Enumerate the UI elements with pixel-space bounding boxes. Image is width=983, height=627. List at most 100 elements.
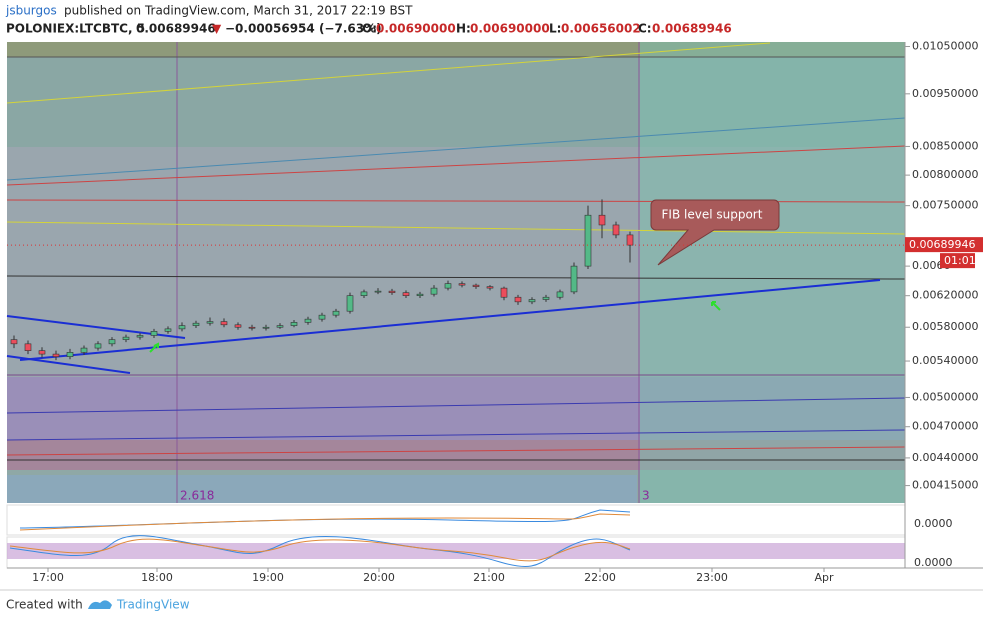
candle-body xyxy=(24,343,32,351)
candle-body xyxy=(430,287,438,295)
fib-label: 3 xyxy=(642,489,650,503)
candle-body xyxy=(248,326,256,329)
fan-line xyxy=(6,117,906,181)
countdown-text: 01:01 xyxy=(944,254,976,267)
fib-label: 2.618 xyxy=(180,489,214,503)
candle-body xyxy=(220,321,228,326)
brand[interactable]: TradingView xyxy=(116,598,190,612)
x-tick-label: 21:00 xyxy=(473,571,505,584)
symbol: POLONIEX:LTCBTC, 5 xyxy=(6,22,145,36)
callout-text: FIB level support xyxy=(662,208,763,222)
candle-body xyxy=(318,314,326,320)
stoch-d xyxy=(9,538,631,562)
candle-body xyxy=(136,335,144,338)
candle-body xyxy=(10,339,18,345)
candle-body xyxy=(374,290,382,293)
candle-body xyxy=(122,336,130,340)
y-tick-label: 0.00440000 xyxy=(912,451,978,464)
candle-body xyxy=(192,322,200,326)
candle-body xyxy=(626,234,634,246)
candle-body xyxy=(444,283,452,289)
fan-line xyxy=(6,397,906,414)
h-value: 0.00690000 xyxy=(470,22,550,36)
y-tick-label: 0.00620000 xyxy=(912,289,978,302)
change: −0.00056954 (−7.63%) xyxy=(225,22,382,36)
candle-body xyxy=(150,331,158,336)
x-tick-label: 17:00 xyxy=(32,571,64,584)
fan-line xyxy=(6,429,906,441)
footer-text: Created with xyxy=(6,598,83,612)
candle-body xyxy=(612,224,620,236)
author[interactable]: jsburgos xyxy=(5,4,57,18)
price-tag-text: 0.00689946 xyxy=(909,238,975,251)
candle-body xyxy=(486,286,494,289)
candle-body xyxy=(472,284,480,287)
candle-body xyxy=(234,324,242,328)
candle-body xyxy=(528,299,536,303)
candle-body xyxy=(514,296,522,303)
trend-line xyxy=(6,355,131,374)
arrow: ▼ xyxy=(212,22,222,36)
trend-line xyxy=(19,279,881,361)
fan-line xyxy=(6,42,771,104)
y-tick-label: 0.00800000 xyxy=(912,168,978,181)
x-tick-label: 18:00 xyxy=(141,571,173,584)
plot-background: FIB level support 2.618 3 xyxy=(6,42,906,503)
volume-area xyxy=(7,475,637,503)
logo xyxy=(88,600,112,609)
ohlc-line: POLONIEX:LTCBTC, 5 0.00689946 ▼ −0.00056… xyxy=(6,22,732,36)
candle-body xyxy=(276,325,284,328)
candle-body xyxy=(360,291,368,296)
y-tick-label: 0.00470000 xyxy=(912,420,978,433)
x-tick-label: Apr xyxy=(814,571,834,584)
x-tick-label: 22:00 xyxy=(584,571,616,584)
candle-body xyxy=(556,291,564,298)
candle-body xyxy=(346,295,354,312)
y-tick-label: 0.00415000 xyxy=(912,479,978,492)
candle-body xyxy=(388,290,396,293)
c-label: C: xyxy=(638,22,652,36)
price-tag xyxy=(905,237,983,253)
arrow-icon xyxy=(149,342,159,353)
candle-body xyxy=(402,292,410,296)
countdown-tag xyxy=(940,253,975,269)
x-tick-label: 19:00 xyxy=(252,571,284,584)
time-zone xyxy=(640,42,905,503)
o-label: O: xyxy=(362,22,377,36)
y-tick-label: 0.00580000 xyxy=(912,320,978,333)
x-tick-label: 20:00 xyxy=(363,571,395,584)
fib-line xyxy=(6,275,906,280)
arrow-icon xyxy=(711,301,721,311)
l-value: 0.00656002 xyxy=(561,22,641,36)
candle-body xyxy=(290,322,298,326)
candle-body xyxy=(416,293,424,296)
candle-body xyxy=(108,339,116,345)
candle-body xyxy=(66,352,74,357)
y-tick-label: 0.00500000 xyxy=(912,390,978,403)
last: 0.00689946 xyxy=(136,22,216,36)
candle-body xyxy=(570,265,578,293)
candle-body xyxy=(542,296,550,300)
candle-body xyxy=(584,214,592,267)
indicator-tick: 0.0000 xyxy=(914,556,953,569)
candle-body xyxy=(304,318,312,323)
y-tick-label: 0.00950000 xyxy=(912,87,978,100)
candle-body xyxy=(52,353,60,357)
candle-body xyxy=(38,350,46,355)
callout xyxy=(650,199,780,266)
h-label: H: xyxy=(456,22,471,36)
published: published on TradingView.com, March 31, … xyxy=(64,4,413,18)
candle-body xyxy=(94,343,102,349)
candle-body xyxy=(262,326,270,329)
candle-body xyxy=(598,214,606,226)
candle-body xyxy=(178,325,186,330)
fan-line xyxy=(6,145,906,186)
indicators: 0.0000 0.0000 xyxy=(6,504,953,569)
candle-body xyxy=(500,287,508,298)
y-tick-label: 0.00750000 xyxy=(912,199,978,212)
y-tick-label: 0.01050000 xyxy=(912,39,978,52)
signal-line xyxy=(19,513,631,531)
fan-line xyxy=(6,446,906,456)
indicator-tick: 0.0000 xyxy=(914,517,953,530)
